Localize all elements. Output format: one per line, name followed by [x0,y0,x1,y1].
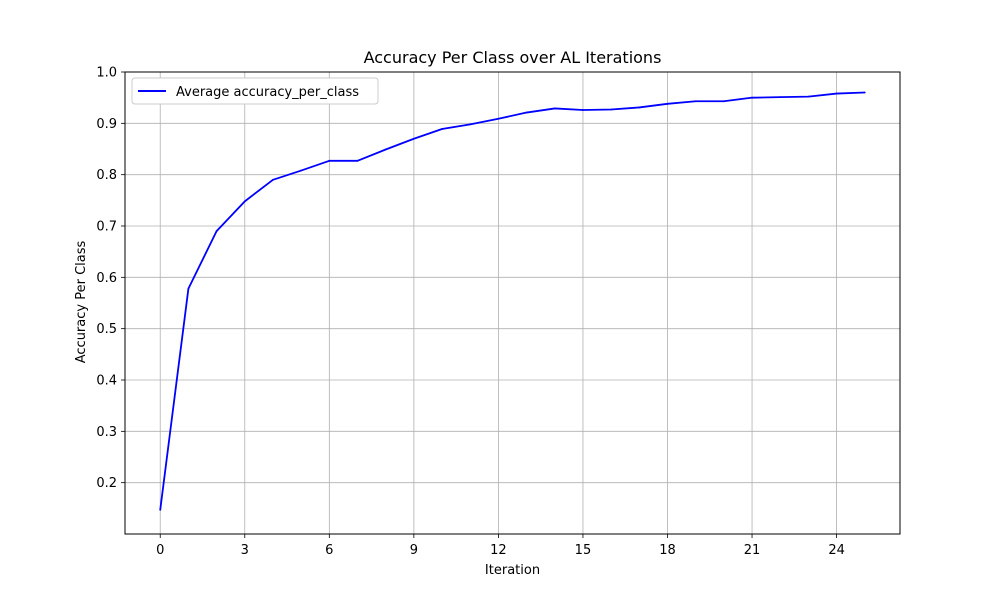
series-line [159,91,865,510]
plot-frame [124,71,901,535]
data-point [497,117,500,120]
data-point [272,178,274,181]
data-point [525,111,528,114]
data-point [694,100,697,103]
x-tick-label: 24 [828,543,845,558]
y-tick-label: 0.6 [96,271,117,286]
data-point [300,169,303,172]
data-point [356,159,359,162]
x-tick-label: 0 [156,543,164,558]
chart-title: Accuracy Per Class over AL Iterations [364,48,662,67]
x-tick-label: 18 [659,543,676,558]
grid-lines [125,71,900,534]
y-axis: 0.2 0.3 0.4 0.5 0.6 0.7 0.8 0.9 1.0 [96,66,125,491]
y-tick-label: 0.8 [96,168,117,183]
y-tick-label: 0.4 [96,374,117,389]
series-layer [159,91,866,511]
plot-area [125,72,900,534]
data-point [187,287,190,290]
legend-label: Average accuracy_per_class [176,85,359,100]
y-tick-label: 0.7 [96,220,117,235]
data-point [582,109,584,111]
x-tick-label: 9 [410,543,418,558]
legend: Average accuracy_per_class [131,77,379,105]
y-tick-label: 0.5 [96,322,117,337]
x-tick-label: 12 [490,543,507,558]
data-point [779,96,782,99]
data-point [835,92,838,95]
legend-box [131,77,379,105]
data-point [666,102,669,105]
y-tick-label: 1.0 [96,66,117,81]
data-point [751,96,753,99]
data-point [863,91,866,94]
data-point [384,148,387,151]
data-point [441,128,443,130]
x-tick-label: 15 [575,543,592,558]
data-point [328,159,331,162]
data-point [243,200,246,203]
data-point [722,100,725,103]
x-axis-label: Iteration [485,563,540,578]
data-point [159,508,162,511]
y-axis-label: Accuracy Per Class [74,241,89,364]
x-tick-label: 21 [744,543,761,558]
data-point [412,137,415,140]
data-point [807,95,810,98]
x-tick-label: 6 [325,543,333,558]
data-point [638,106,641,109]
y-tick-label: 0.3 [96,425,117,440]
data-point [553,107,556,110]
y-tick-label: 0.2 [96,476,117,491]
y-tick-label: 0.9 [96,117,117,132]
data-point [215,230,218,233]
data-point [469,123,472,126]
x-axis: 0 3 6 9 12 15 18 21 24 [156,534,845,558]
data-point [610,108,613,111]
x-tick-label: 3 [241,543,249,558]
